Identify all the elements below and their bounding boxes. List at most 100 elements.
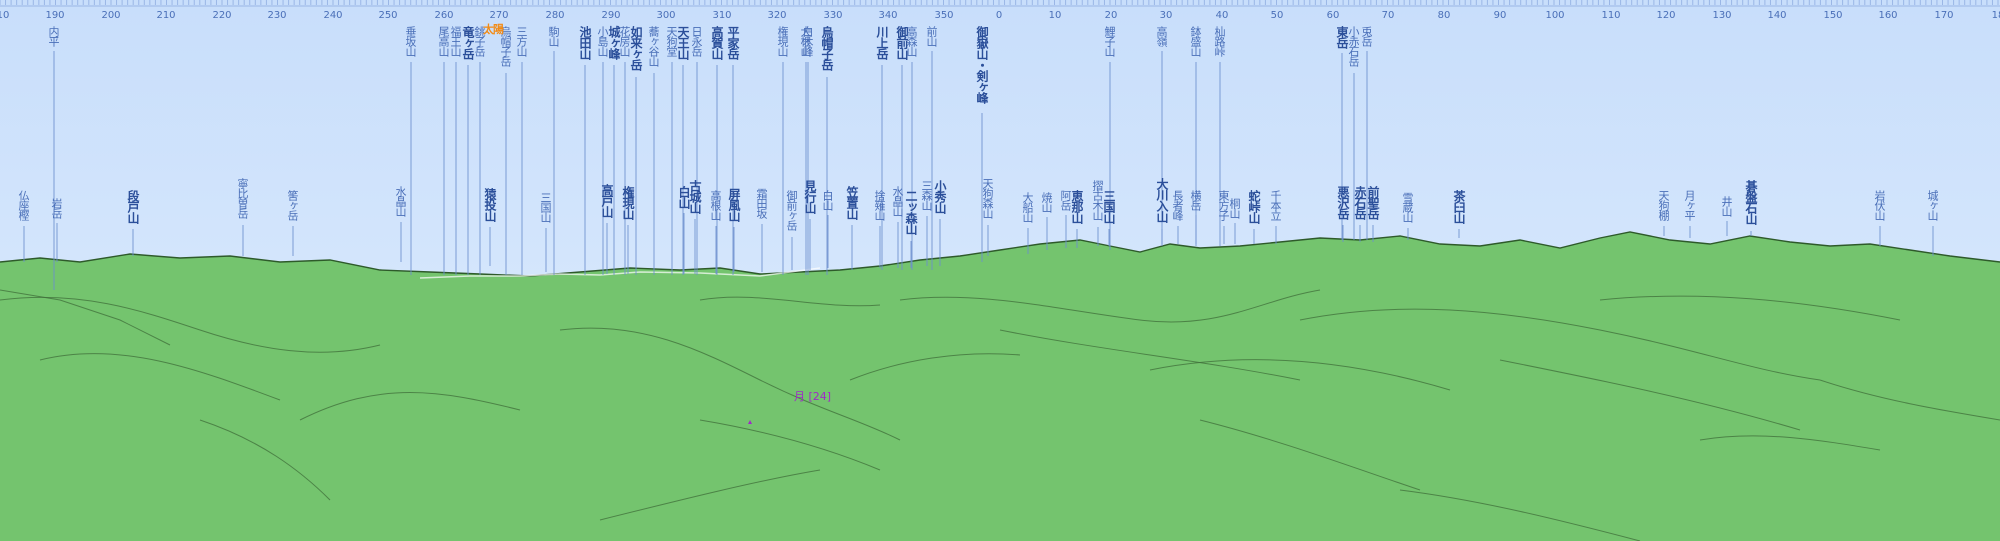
bearing-tick: 10 (0, 10, 9, 21)
peak-label[interactable]: 天狗棚 (1658, 190, 1669, 220)
peak-label[interactable]: 城ヶ山 (1927, 190, 1938, 220)
peak-label[interactable]: 月ヶ平 (1684, 190, 1695, 220)
peak-label[interactable]: 大船山 (1022, 192, 1033, 222)
peak-label[interactable]: 猿投山 (484, 188, 496, 221)
peak-label[interactable]: 悪沢岳 (1337, 186, 1349, 219)
peak-label[interactable]: 権現山 (622, 186, 634, 219)
bearing-tick: 60 (1327, 10, 1340, 21)
peak-label[interactable]: 前聖岳 (1367, 186, 1379, 219)
peak-label[interactable]: 天王山 (677, 26, 689, 59)
peak-label[interactable]: 筈ヶ岳 (287, 190, 298, 220)
peak-label[interactable]: 焼山 (1041, 192, 1052, 212)
bearing-tick: 150 (1823, 10, 1842, 21)
peak-label[interactable]: 平家岳 (727, 26, 739, 59)
peak-label[interactable]: 小秀山 (934, 180, 946, 213)
peak-label[interactable]: 権現山 (777, 26, 788, 56)
bearing-tick: 120 (1656, 10, 1675, 21)
peak-label[interactable]: 福王山 (450, 26, 461, 56)
peak-label[interactable]: 如来ヶ岳 (630, 26, 642, 70)
peak-label[interactable]: 川上岳 (876, 26, 888, 59)
peak-label[interactable]: 千本立 (1270, 190, 1281, 220)
peak-label[interactable]: 段戸山 (127, 190, 139, 223)
bearing-tick: 50 (1271, 10, 1284, 21)
bearing-tick: 340 (878, 10, 897, 21)
bearing-tick: 290 (601, 10, 620, 21)
peak-label[interactable]: 鯉子山 (1104, 26, 1115, 56)
bearing-tick: 160 (1878, 10, 1897, 21)
peak-label[interactable]: 兎岳 (1361, 26, 1372, 46)
bearing-tick: 300 (656, 10, 675, 21)
bearing-tick: 190 (45, 10, 64, 21)
bearing-tick: 260 (434, 10, 453, 21)
peak-label[interactable]: 高戸山 (601, 184, 613, 217)
peak-label[interactable]: 天狗森山 (982, 178, 993, 218)
bearing-tick: 320 (767, 10, 786, 21)
peak-label[interactable]: 池田山 (579, 26, 591, 59)
peak-label[interactable]: 横岳 (1190, 190, 1201, 210)
peak-label[interactable]: 小赤石岳 (1348, 26, 1359, 66)
peak-label[interactable]: 垂坂山 (405, 26, 416, 56)
peak-label[interactable]: 仏座樫 (18, 190, 29, 220)
peak-label[interactable]: 高賀山 (711, 26, 723, 59)
peak-label[interactable]: 烏帽子岳 (821, 26, 833, 70)
peak-label[interactable]: 捨薙山 (874, 190, 885, 220)
moon-marker[interactable]: 月 [24] (794, 391, 831, 402)
peak-label[interactable]: 蕎ヶ谷山 (648, 26, 659, 66)
peak-label[interactable]: 岩伏山 (1874, 190, 1885, 220)
bearing-tick: 70 (1382, 10, 1395, 21)
bearing-tick: 250 (378, 10, 397, 21)
bearing-tick: 310 (712, 10, 731, 21)
peak-label[interactable]: 三方山 (516, 26, 527, 56)
bearing-tick: 30 (1160, 10, 1173, 21)
peak-label[interactable]: 三森山 (921, 180, 932, 210)
peak-label[interactable]: 井山 (1721, 196, 1732, 216)
bearing-tick: 330 (823, 10, 842, 21)
peak-label[interactable]: 白山 (822, 190, 833, 210)
bearing-tick: 0 (996, 10, 1002, 21)
peak-label[interactable]: 御嶽山・剣ヶ峰 (976, 26, 988, 103)
peak-label[interactable]: 長者峰 (1172, 190, 1183, 220)
peak-label[interactable]: 岩岳 (51, 198, 62, 218)
terrain-ground (0, 232, 2000, 541)
peak-label[interactable]: 前山 (926, 26, 937, 46)
bearing-tick: 220 (212, 10, 231, 21)
bearing-tick: 40 (1216, 10, 1229, 21)
peak-label[interactable]: 駒山 (548, 26, 559, 46)
peak-label[interactable]: 古城山 (689, 180, 701, 213)
sun-marker[interactable]: 太陽 (483, 24, 503, 35)
peak-label[interactable]: 二ッ森山 (905, 190, 917, 234)
peak-label[interactable]: 内平 (48, 26, 59, 46)
bearing-tick: 350 (934, 10, 953, 21)
peak-label[interactable]: 大川入山 (1156, 178, 1168, 222)
peak-label[interactable]: 日永岳 (691, 26, 702, 56)
peak-label[interactable]: 恵那山 (1071, 190, 1083, 223)
peak-label[interactable]: 水晶山 (892, 186, 903, 216)
peak-label[interactable]: 笠置山 (846, 186, 858, 219)
peak-label[interactable]: 碁盤石山 (1745, 180, 1757, 224)
peak-label[interactable]: 見行山 (804, 180, 816, 213)
peak-label[interactable]: 高根山 (710, 190, 721, 220)
peak-label[interactable]: 高森山 (906, 26, 917, 56)
peak-label[interactable]: 尾高山 (438, 26, 449, 56)
peak-label[interactable]: 三国山 (1103, 190, 1115, 223)
peak-label[interactable]: 水晶山 (395, 186, 406, 216)
bearing-tick: 18 (1992, 10, 2000, 21)
peak-label[interactable]: 茶臼山 (1453, 190, 1465, 223)
peak-label[interactable]: 雪蔵山 (1402, 192, 1413, 222)
bearing-tick: 90 (1494, 10, 1507, 21)
peak-label[interactable]: 御前ヶ岳 (786, 190, 797, 230)
peak-label[interactable]: 白木峰 (802, 26, 813, 56)
peak-label[interactable]: 三国山 (540, 192, 551, 222)
peak-label[interactable]: 杣路峠 (1214, 26, 1225, 56)
peak-label[interactable]: 霜田坂 (756, 188, 767, 218)
peak-label[interactable]: 蛇峠山 (1248, 190, 1260, 223)
peak-label[interactable]: 高嶺 (1156, 26, 1167, 46)
peak-label[interactable]: 屏風山 (728, 188, 740, 221)
peak-label[interactable]: 鉢盛山 (1190, 26, 1201, 56)
bearing-tick: 10 (1049, 10, 1062, 21)
peak-label[interactable]: 桐山 (1229, 198, 1240, 218)
peak-label[interactable]: 寧比曽岳 (237, 178, 248, 218)
peak-label[interactable]: 赤石岳 (1354, 186, 1366, 219)
